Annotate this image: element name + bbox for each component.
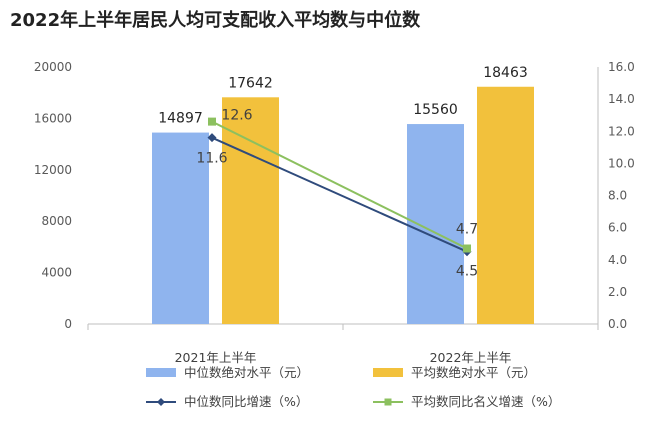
legend-marker xyxy=(384,398,392,406)
bar xyxy=(477,86,534,324)
bar-value-label: 18463 xyxy=(483,65,528,81)
legend-marker xyxy=(157,398,165,406)
series-line xyxy=(211,120,468,250)
legend-label: 中位数绝对水平（元） xyxy=(184,365,309,380)
point-marker xyxy=(207,133,217,143)
x-category-label: 2022年上半年 xyxy=(430,350,512,365)
right-tick-label: 16.0 xyxy=(608,60,635,74)
x-category-label: 2021年上半年 xyxy=(175,350,257,365)
right-tick-label: 8.0 xyxy=(608,189,627,203)
left-tick-label: 8000 xyxy=(41,214,72,228)
left-tick-label: 12000 xyxy=(34,163,72,177)
bar xyxy=(222,97,279,325)
series-line xyxy=(211,136,468,253)
point-value-label: 4.5 xyxy=(456,264,478,280)
right-tick-label: 0.0 xyxy=(608,317,627,331)
legend-label: 平均数绝对水平（元） xyxy=(411,365,536,380)
point-value-label: 12.6 xyxy=(221,108,252,124)
right-tick-label: 12.0 xyxy=(608,124,635,138)
bar-value-label: 15560 xyxy=(413,102,458,118)
point-marker xyxy=(208,117,216,126)
lines xyxy=(207,117,472,257)
left-tick-label: 0 xyxy=(64,317,72,331)
axes: 0 4000 8000 12000 16000 20000 0.0 2.0 4.0 6.0 8.0 1… xyxy=(34,60,635,365)
chart-title: 2022年上半年居民人均可支配收入平均数与中位数 xyxy=(10,10,421,31)
left-tick-label: 20000 xyxy=(34,60,72,74)
legend-swatch xyxy=(146,368,176,377)
right-tick-label: 14.0 xyxy=(608,92,635,106)
legend-swatch xyxy=(373,368,403,377)
left-tick-label: 4000 xyxy=(41,266,72,280)
point-value-label: 4.7 xyxy=(456,222,478,238)
data-labels: 14897 15560 17642 18463 11.6 4.5 12.6 4.7 xyxy=(158,65,528,280)
point-value-label: 11.6 xyxy=(196,151,227,167)
right-tick-label: 4.0 xyxy=(608,253,627,267)
bar-value-label: 17642 xyxy=(228,75,273,91)
left-tick-label: 16000 xyxy=(34,111,72,125)
right-tick-label: 2.0 xyxy=(608,285,627,299)
bar xyxy=(152,132,209,324)
bar-value-label: 14897 xyxy=(158,111,203,127)
right-tick-label: 10.0 xyxy=(608,156,635,170)
legend-label: 平均数同比名义增速（%） xyxy=(411,394,560,409)
point-marker xyxy=(463,244,471,253)
right-tick-label: 6.0 xyxy=(608,221,627,235)
legend: 中位数绝对水平（元） 平均数绝对水平（元） 中位数同比增速（%） 平均数同比名义增速（… xyxy=(146,365,560,409)
legend-label: 中位数同比增速（%） xyxy=(184,394,308,409)
